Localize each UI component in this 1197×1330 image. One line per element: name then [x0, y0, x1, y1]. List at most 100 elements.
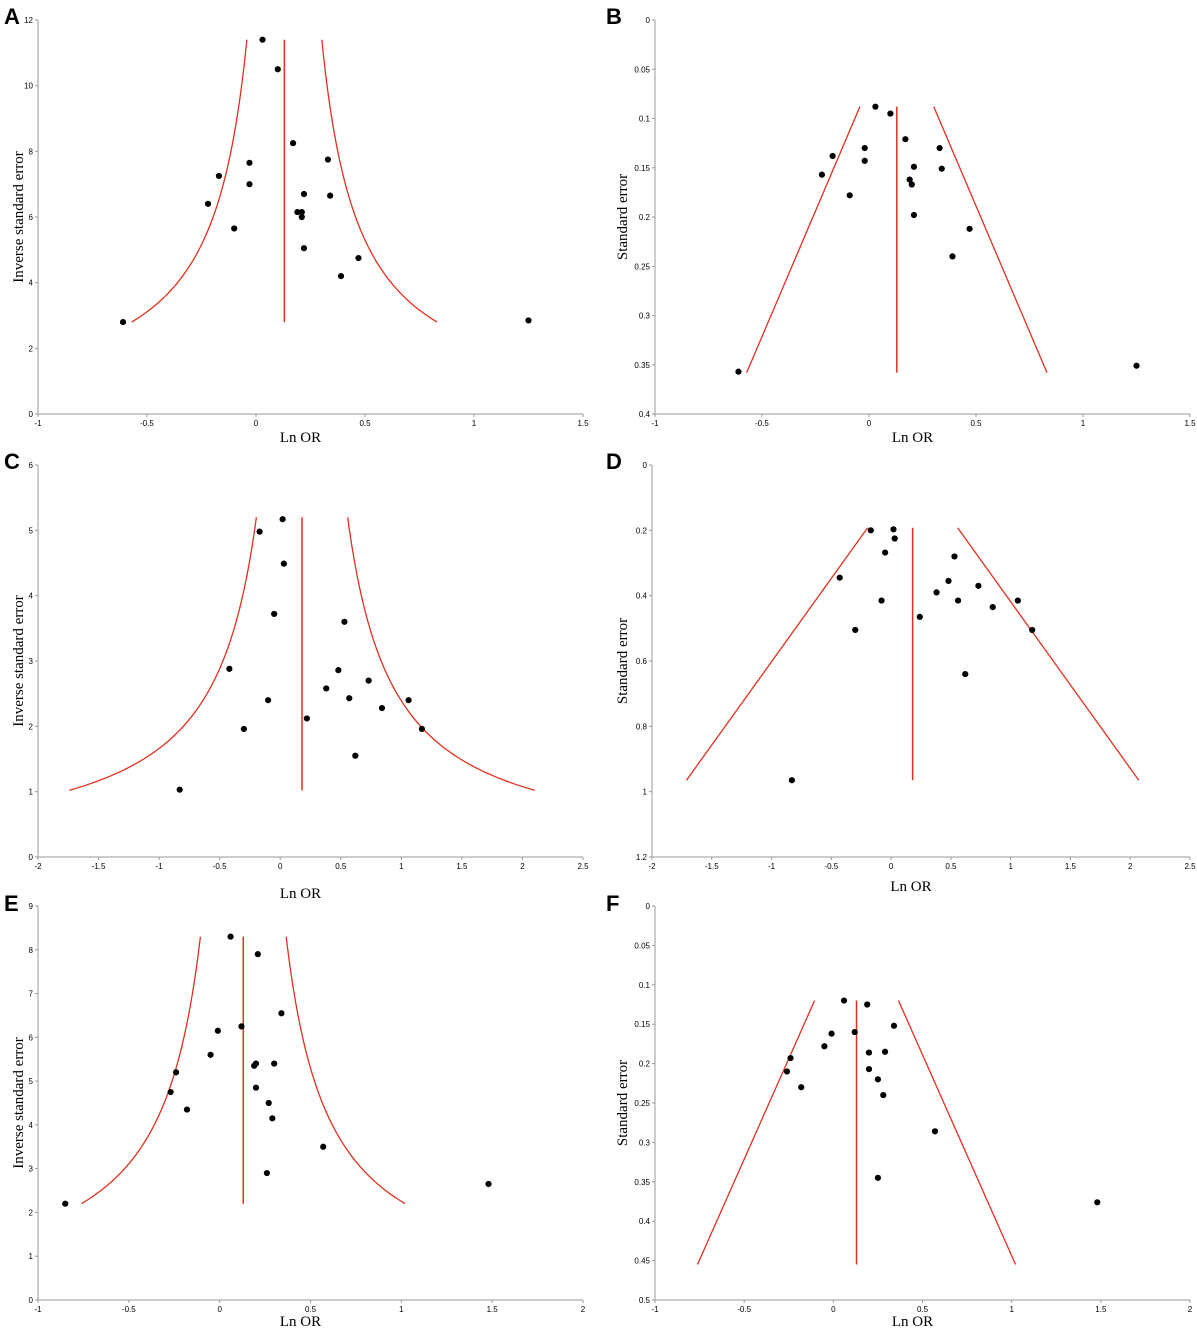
x-tick-label: -1.5	[705, 862, 719, 871]
y-tick-label: 8	[29, 147, 34, 156]
x-axis-title: Ln OR	[892, 430, 933, 446]
study-point	[183, 1106, 191, 1113]
x-tick-label: -0.5	[122, 1305, 136, 1314]
study-point	[828, 1030, 835, 1037]
x-tick-label: 1.5	[456, 862, 468, 871]
panel-c: C -2 -1.5 -1 -0.5 0 0.5 1 1.5 2 2.5 0 1 2 3 4 5 6 Ln OR Inv…	[4, 449, 589, 902]
study-point	[298, 213, 305, 221]
y-tick-label: 0.25	[634, 1099, 650, 1108]
funnel-boundary-left	[696, 1000, 816, 1265]
study-point	[365, 677, 372, 684]
y-tick-label: 0.2	[636, 526, 648, 535]
study-point	[938, 165, 945, 172]
y-tick-label: 0.05	[634, 65, 650, 74]
funnel-boundary-right	[933, 106, 1048, 373]
study-point	[265, 1099, 272, 1107]
y-tick-label: 0.1	[639, 115, 651, 124]
study-point	[1029, 626, 1036, 634]
x-tick-label: 0.5	[917, 1305, 929, 1314]
study-point	[846, 192, 853, 199]
study-point	[167, 1088, 174, 1096]
study-point	[303, 715, 310, 722]
study-point	[891, 535, 898, 542]
y-tick-label: 0.35	[634, 361, 650, 370]
y-tick-label: 0.4	[636, 592, 648, 601]
x-tick-label: -0.5	[213, 862, 227, 871]
panel-e: E -1 -0.5 0 0.5 1 1.5 2 0 1 2 3 4 5 6 7 8 9 Ln OR Inverse s…	[4, 891, 586, 1330]
y-tick-label: 0	[646, 16, 651, 25]
x-tick-label: -1	[34, 1305, 42, 1314]
panel-letter-d: D	[606, 449, 622, 474]
study-point	[936, 144, 943, 152]
y-tick-label: 0	[646, 902, 651, 911]
y-tick-label: 1.2	[636, 853, 648, 862]
panel-letter-e: E	[4, 891, 19, 916]
funnel-boundary-right	[285, 936, 406, 1205]
x-tick-label: 0.5	[359, 419, 371, 428]
y-tick-label: 0	[29, 1296, 34, 1305]
y-tick-label: 2	[29, 344, 34, 353]
study-point	[945, 577, 952, 585]
study-point	[207, 1051, 214, 1058]
y-tick-label: 0.8	[636, 722, 648, 731]
y-tick-label: 4	[29, 592, 34, 601]
x-tick-label: 1.5	[1095, 1305, 1107, 1314]
study-point	[227, 933, 234, 940]
study-point	[271, 1060, 278, 1067]
study-point	[874, 1076, 882, 1083]
study-point	[280, 560, 287, 567]
study-point	[908, 181, 915, 188]
panel-letter-f: F	[606, 891, 619, 916]
study-point	[214, 1027, 221, 1034]
x-tick-label: -0.5	[755, 419, 769, 428]
study-point	[337, 273, 345, 280]
study-point	[1014, 597, 1021, 604]
study-point	[735, 368, 742, 375]
x-axis-title: Ln OR	[280, 1314, 321, 1330]
study-point	[259, 36, 266, 43]
funnel-boundary-left	[131, 39, 248, 323]
x-axis-title: Ln OR	[892, 1314, 933, 1330]
y-tick-label: 12	[24, 16, 33, 25]
y-tick-label: 0.15	[634, 164, 650, 173]
x-tick-label: 0	[254, 419, 259, 428]
study-point	[320, 1143, 327, 1150]
study-point	[204, 200, 212, 207]
study-point	[966, 225, 973, 232]
study-point	[881, 1048, 889, 1055]
study-point	[172, 1069, 180, 1076]
y-axis-title: Standard error	[615, 174, 631, 260]
study-point	[240, 725, 247, 733]
study-point	[798, 1084, 805, 1091]
panel-letter-b: B	[606, 4, 622, 29]
study-point	[910, 163, 918, 170]
x-tick-label: 1	[1009, 1305, 1014, 1314]
y-tick-label: 0.35	[634, 1178, 650, 1187]
panel-d: D -2 -1.5 -1 -0.5 0 0.5 1 1.5 2 2.5 0 0.2 0.4 0.6 0.8 1 1…	[606, 449, 1196, 895]
funnel-boundary-left	[69, 517, 258, 791]
study-point	[989, 604, 996, 611]
study-point	[829, 152, 836, 160]
y-tick-label: 0	[643, 461, 648, 470]
y-tick-label: 10	[24, 82, 33, 91]
study-point	[346, 695, 353, 702]
x-tick-label: 1.5	[1184, 419, 1196, 428]
y-tick-label: 0.3	[639, 1138, 651, 1147]
study-point	[1133, 362, 1140, 369]
study-point	[872, 103, 879, 110]
x-tick-label: -1	[768, 862, 776, 871]
study-point	[252, 1060, 260, 1067]
study-point	[865, 1066, 873, 1073]
study-point	[278, 1010, 285, 1017]
x-tick-label: 1	[472, 419, 477, 428]
study-point	[256, 528, 263, 535]
x-tick-label: -0.5	[737, 1305, 751, 1314]
x-tick-label: 0	[217, 1305, 222, 1314]
study-point	[327, 192, 334, 199]
funnel-boundary-right	[347, 517, 535, 791]
funnel-boundary-left	[746, 106, 861, 373]
study-point	[238, 1023, 245, 1030]
study-point	[352, 752, 359, 759]
x-tick-label: 1.5	[487, 1305, 499, 1314]
